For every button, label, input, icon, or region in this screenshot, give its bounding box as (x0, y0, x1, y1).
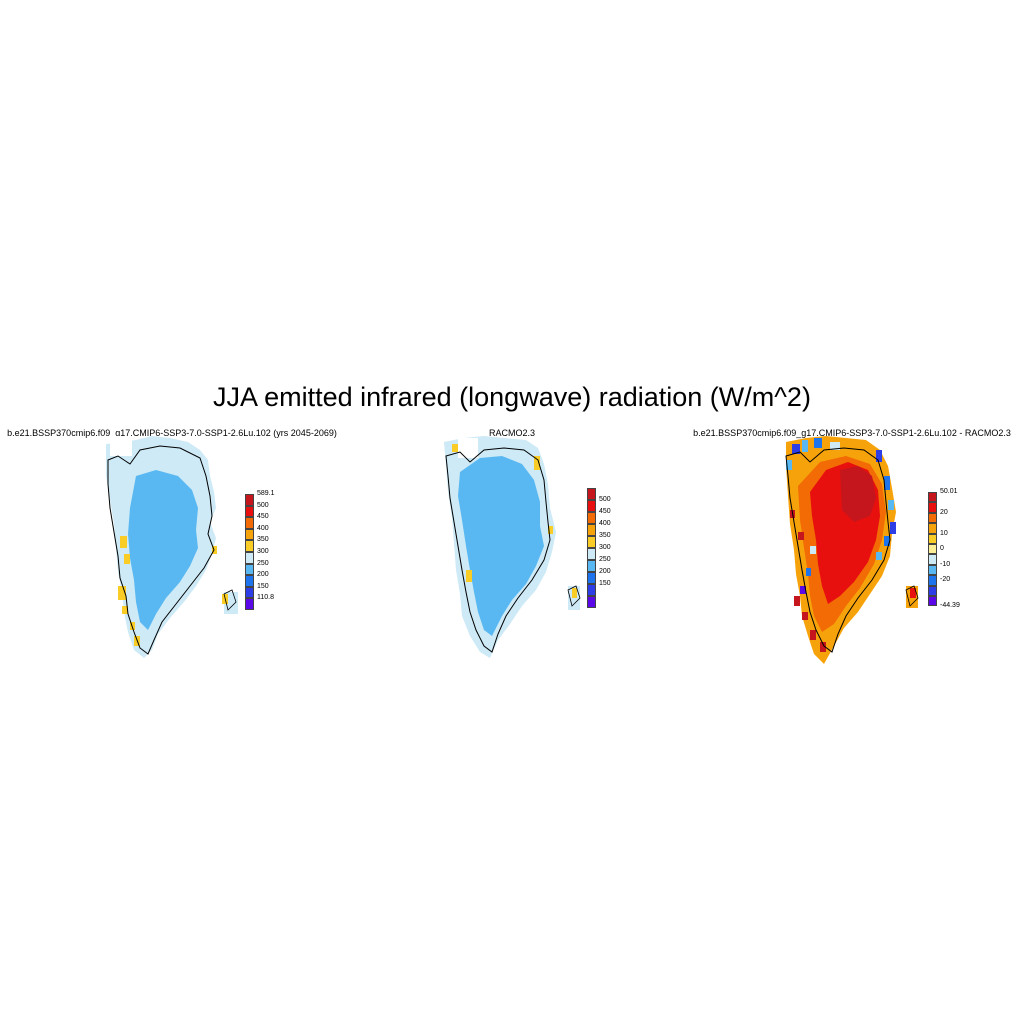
colorbar-label: 0 (940, 545, 944, 553)
colorbar-segment (245, 563, 254, 576)
colorbar-label: 10 (940, 529, 948, 537)
map-model (106, 436, 238, 658)
colorbar-segment (928, 523, 937, 534)
coastline-difference (785, 447, 891, 653)
colorbar-segment (587, 584, 596, 596)
colorbar-label: -20 (940, 576, 951, 584)
figure-title: JJA emitted infrared (longwave) radiatio… (213, 382, 811, 412)
core-max-diff (840, 466, 876, 522)
colorbar-segment (587, 572, 596, 584)
colorbar-label: 450 (257, 513, 269, 521)
colorbar-label: 250 (599, 556, 611, 563)
colorbar-label: 500 (599, 496, 611, 503)
colorbar-segment (245, 598, 254, 610)
colorbar-segment (245, 540, 254, 552)
colorbar-label: 200 (599, 568, 611, 575)
interior-ice-model (128, 470, 198, 630)
map-difference (785, 436, 919, 664)
colorbar-label: -44.39 (940, 602, 960, 610)
colorbar-label: 400 (257, 524, 269, 532)
negative-edge-cells-diff (786, 438, 896, 594)
colorbar-label: 50.01 (940, 488, 958, 495)
colorbar-label: 250 (257, 559, 269, 567)
colorbar-segment (245, 528, 254, 541)
warm-coastal-cells-racmo (452, 444, 553, 582)
colorbar-segment (587, 596, 596, 608)
svalbard-edge-difference (905, 585, 919, 608)
colorbar-segment (245, 517, 254, 529)
svalbard-edge-model (222, 589, 238, 614)
colorbar-label: 150 (599, 580, 611, 587)
colorbar-segment (587, 524, 596, 536)
colorbar-segment (928, 533, 937, 544)
colorbar-segment (245, 552, 254, 564)
colorbar-label: 20 (940, 508, 948, 516)
coastline-racmo (445, 447, 551, 653)
colorbar-label: 150 (257, 582, 269, 590)
colorbar-label: 350 (257, 536, 269, 544)
ocean-patch-racmo (458, 438, 478, 458)
colorbar-segment (928, 512, 937, 524)
colorbar-segment (928, 554, 937, 565)
colorbar-segment (587, 500, 596, 512)
colorbar-label: 300 (599, 544, 611, 551)
coastline-model (107, 445, 215, 655)
colorbar-segment (928, 596, 937, 607)
colorbar-label: 500 (257, 501, 269, 509)
colorbar-segment (928, 564, 937, 576)
colorbar-segment (587, 560, 596, 572)
colorbar-segment (587, 548, 596, 560)
colorbar-segment (587, 488, 596, 500)
colorbar-label: 110.8 (257, 594, 274, 602)
colorbar-segment (928, 492, 937, 503)
panel-title-racmo: RACMO2.3 (488, 428, 535, 438)
interior-ice-racmo (458, 456, 544, 636)
colorbar-label: 350 (599, 532, 611, 539)
colorbar-label: 200 (257, 571, 269, 579)
colorbar-segment (928, 502, 937, 513)
ocean-patch-model (110, 436, 132, 456)
panel-title-difference: b.e21.BSSP370cmip6.f09_g17.CMIP6-SSP3-7.… (693, 428, 1011, 438)
colorbar-segment (928, 575, 937, 586)
colorbar-label: 589.1 (257, 490, 275, 497)
colorbar-label: 300 (257, 548, 269, 555)
svalbard-edge-racmo (567, 585, 581, 610)
colorbar-segment (587, 536, 596, 548)
colorbar-segment (245, 494, 254, 506)
colorbar-label: -10 (940, 560, 951, 568)
colorbar-segment (587, 512, 596, 524)
panel-title-model: b.e21.BSSP370cmip6.f09_g17.CMIP6-SSP3-7.… (7, 428, 337, 438)
colorbar-label: 450 (599, 508, 611, 515)
colorbar-segment (928, 585, 937, 596)
colorbar-segment (245, 575, 254, 587)
colorbar-segment (245, 505, 254, 518)
colorbar-segment (928, 544, 937, 555)
colorbar-label: 400 (599, 520, 611, 527)
colorbar-segment (245, 586, 254, 599)
map-racmo (444, 436, 581, 658)
